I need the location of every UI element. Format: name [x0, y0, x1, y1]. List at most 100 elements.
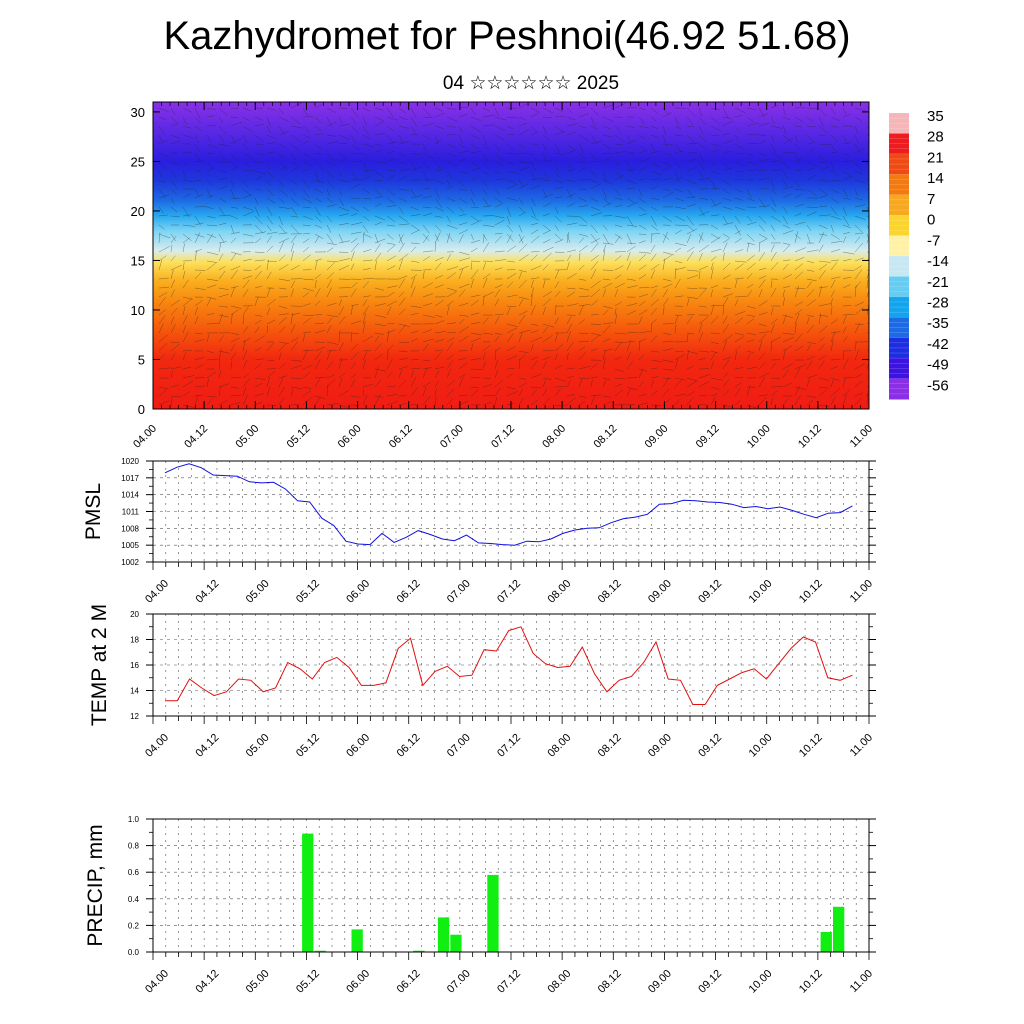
wind-vector — [458, 106, 470, 109]
wind-vector — [710, 134, 720, 137]
wind-vector — [326, 260, 339, 263]
wind-vector — [854, 269, 863, 280]
wind-vector — [710, 179, 717, 190]
wind-vector — [458, 150, 470, 154]
wind-vector — [674, 314, 683, 316]
wind-vector — [218, 125, 226, 134]
wind-vector — [806, 260, 815, 264]
wind-vector — [398, 125, 409, 129]
wind-vector — [830, 179, 841, 181]
wind-vector — [350, 212, 358, 217]
wind-vector — [386, 134, 394, 144]
wind-vector — [710, 289, 713, 298]
wind-vector — [602, 125, 611, 130]
wind-vector — [650, 151, 660, 154]
wind-vector — [278, 264, 289, 271]
wind-vector — [374, 287, 385, 291]
wind-vector — [326, 152, 335, 162]
precip-bar — [450, 934, 462, 952]
wind-vector — [794, 231, 799, 244]
x-tick-label: 06.00 — [344, 968, 372, 996]
wind-vector — [362, 259, 373, 262]
wind-vector — [278, 386, 285, 397]
wind-vector — [818, 377, 830, 381]
wind-vector — [662, 341, 674, 343]
wind-vector — [278, 197, 286, 205]
wind-vector — [314, 152, 322, 155]
wind-vector — [158, 170, 163, 179]
wind-vector — [590, 197, 598, 202]
wind-vector — [266, 197, 276, 204]
wind-vector — [266, 299, 277, 307]
wind-vector — [206, 161, 214, 170]
wind-vector — [458, 318, 465, 325]
wind-vector — [194, 364, 204, 370]
wind-vector — [230, 253, 237, 262]
wind-vector — [614, 170, 624, 179]
wind-vector — [770, 377, 781, 380]
wind-vector — [710, 143, 722, 147]
wind-vector — [206, 358, 218, 361]
wind-vector — [470, 332, 482, 336]
wind-vector — [530, 265, 542, 271]
wind-vector — [458, 170, 469, 174]
wind-vector — [554, 332, 559, 343]
wind-vector — [170, 107, 176, 116]
y-axis-label: TEMP at 2 M — [88, 604, 111, 726]
wind-vector — [614, 265, 624, 271]
x-tick-label: 08.00 — [545, 968, 573, 996]
wind-vector — [230, 107, 239, 109]
wind-vector — [194, 248, 202, 253]
wind-vector — [710, 224, 719, 230]
wind-vector — [218, 233, 225, 243]
wind-vector — [674, 315, 679, 325]
wind-vector — [266, 151, 276, 154]
x-tick-label: 07.00 — [445, 578, 473, 606]
wind-vector — [254, 215, 263, 225]
wind-vector — [638, 116, 646, 125]
wind-vector — [806, 249, 819, 253]
wind-vector — [338, 316, 346, 325]
wind-vector — [434, 206, 444, 212]
wind-vector — [662, 258, 666, 271]
x-tick-label: 04.00 — [143, 732, 171, 760]
wind-vector — [170, 269, 174, 280]
wind-vector — [494, 161, 505, 167]
wind-vector — [854, 242, 863, 253]
wind-vector — [866, 305, 869, 307]
wind-vector — [806, 316, 810, 325]
wind-vector — [398, 188, 410, 191]
wind-vector — [398, 234, 404, 244]
precip-bar — [437, 917, 450, 952]
wind-vector — [338, 306, 345, 316]
wind-vector — [638, 150, 649, 154]
wind-vector — [734, 215, 741, 224]
wind-vector — [350, 134, 356, 144]
y-tick-label: 18 — [130, 636, 139, 645]
wind-vector — [302, 390, 312, 397]
wind-vector — [242, 161, 251, 167]
wind-vector — [458, 134, 463, 144]
wind-vector — [806, 161, 818, 168]
wind-vector — [506, 272, 517, 280]
wind-vector — [626, 106, 638, 109]
wind-vector — [794, 169, 804, 172]
wind-vector — [542, 107, 554, 114]
wind-vector — [422, 195, 432, 199]
wind-vector — [698, 305, 707, 308]
wind-vector — [710, 248, 722, 253]
wind-vector — [590, 394, 601, 397]
wind-vector — [350, 395, 361, 398]
colorbar-label: 35 — [927, 108, 944, 125]
wind-vector — [374, 368, 387, 372]
x-tick-label: 08.12 — [596, 578, 624, 606]
wind-vector — [194, 134, 200, 143]
wind-vector — [290, 364, 302, 370]
wind-vector — [782, 332, 794, 335]
wind-vector — [542, 379, 546, 388]
wind-vector — [278, 232, 288, 235]
wind-vector — [758, 152, 768, 157]
wind-vector — [806, 324, 815, 334]
wind-vector — [314, 116, 322, 124]
wind-vector — [230, 337, 240, 343]
